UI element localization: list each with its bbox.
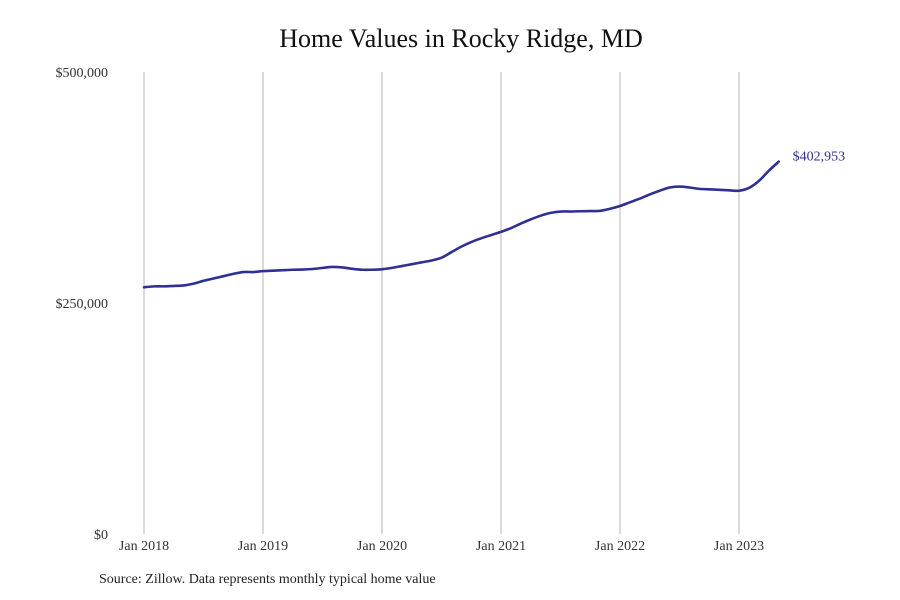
source-note: Source: Zillow. Data represents monthly … bbox=[99, 572, 436, 587]
y-axis-ticks: $0 $250,000 $500,000 bbox=[56, 66, 109, 543]
x-tick-label: Jan 2023 bbox=[714, 539, 764, 554]
x-tick-label: Jan 2020 bbox=[357, 539, 407, 554]
x-axis-ticks: Jan 2018 Jan 2019 Jan 2020 Jan 2021 Jan 2022… bbox=[119, 539, 764, 554]
chart-title: Home Values in Rocky Ridge, MD bbox=[279, 24, 643, 53]
series-line-home-value bbox=[142, 160, 780, 289]
series-line-group bbox=[142, 160, 780, 289]
y-tick-label: $500,000 bbox=[56, 66, 109, 81]
vertical-gridlines bbox=[143, 72, 740, 534]
end-label-group: $402,953 bbox=[793, 150, 846, 165]
x-tick-label: Jan 2019 bbox=[238, 539, 288, 554]
y-tick-label: $0 bbox=[94, 528, 108, 543]
y-tick-label: $250,000 bbox=[56, 297, 109, 312]
end-value-label: $402,953 bbox=[793, 150, 846, 165]
x-tick-label: Jan 2018 bbox=[119, 539, 169, 554]
x-tick-label: Jan 2022 bbox=[595, 539, 645, 554]
x-tick-label: Jan 2021 bbox=[476, 539, 526, 554]
